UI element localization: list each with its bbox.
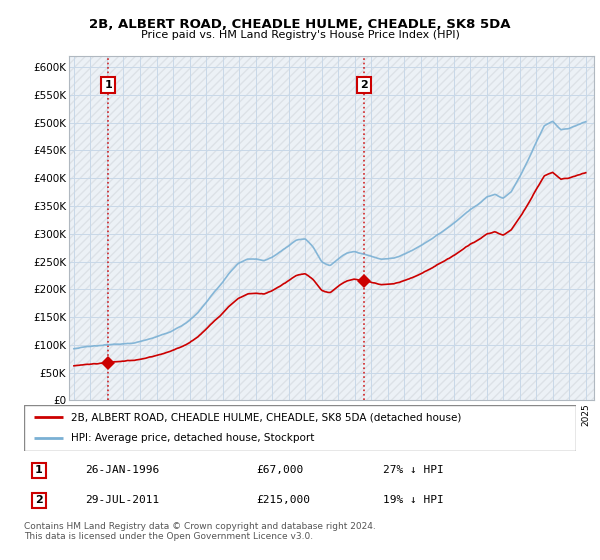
Text: 19% ↓ HPI: 19% ↓ HPI: [383, 496, 443, 506]
Bar: [69, 56, 594, 400]
Text: 2B, ALBERT ROAD, CHEADLE HULME, CHEADLE, SK8 5DA: 2B, ALBERT ROAD, CHEADLE HULME, CHEADLE,…: [89, 18, 511, 31]
Text: 1: 1: [104, 80, 112, 90]
Text: 26-JAN-1996: 26-JAN-1996: [85, 465, 159, 475]
Text: £67,000: £67,000: [256, 465, 303, 475]
Text: 2: 2: [360, 80, 368, 90]
Text: Contains HM Land Registry data © Crown copyright and database right 2024.
This d: Contains HM Land Registry data © Crown c…: [24, 522, 376, 542]
Text: 27% ↓ HPI: 27% ↓ HPI: [383, 465, 443, 475]
Text: Price paid vs. HM Land Registry's House Price Index (HPI): Price paid vs. HM Land Registry's House …: [140, 30, 460, 40]
Text: 29-JUL-2011: 29-JUL-2011: [85, 496, 159, 506]
Text: 1: 1: [35, 465, 43, 475]
Text: £215,000: £215,000: [256, 496, 310, 506]
Text: HPI: Average price, detached house, Stockport: HPI: Average price, detached house, Stoc…: [71, 433, 314, 444]
Bar: [69, 56, 594, 400]
Text: 2: 2: [35, 496, 43, 506]
Text: 2B, ALBERT ROAD, CHEADLE HULME, CHEADLE, SK8 5DA (detached house): 2B, ALBERT ROAD, CHEADLE HULME, CHEADLE,…: [71, 412, 461, 422]
